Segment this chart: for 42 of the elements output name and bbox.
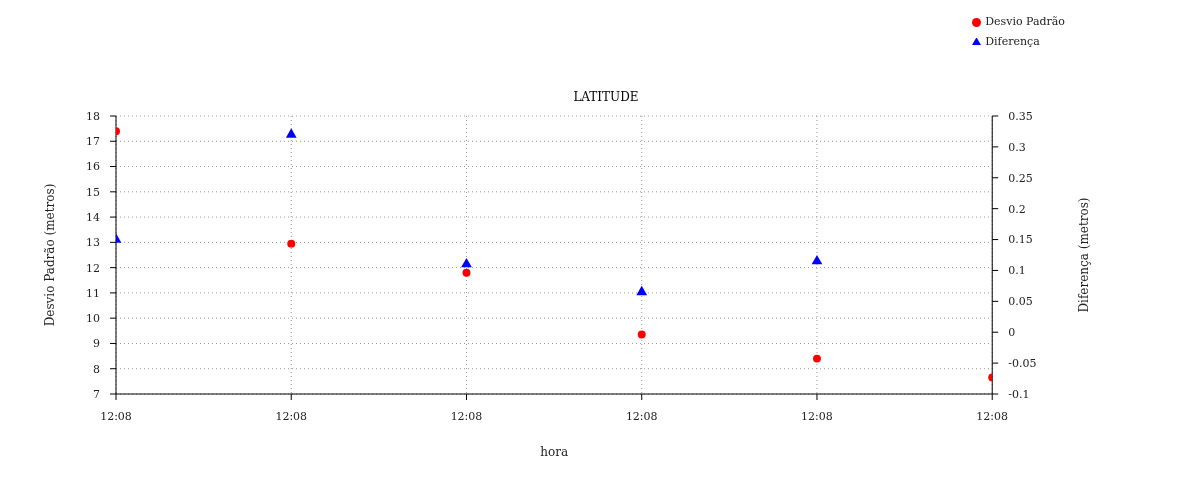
x-axis-title: hora [540,445,569,459]
y2-tick-label: 0.2 [1008,202,1026,216]
y2-tick-label: 0.35 [1008,109,1033,123]
y2-tick-label: -0.1 [1008,387,1030,401]
point [811,254,823,265]
x-tick-label: 12:08 [100,409,132,423]
y-tick-label: 15 [86,185,100,199]
y2-tick-label: 0.25 [1008,171,1033,185]
y-axis-title: Desvio Padrão (metros) [43,183,58,327]
point [462,268,471,277]
y-tick-label: 14 [86,211,100,224]
point [812,354,821,363]
x-tick-label: 12:08 [801,409,833,423]
point [285,128,297,138]
point [461,258,472,268]
y-tick-label: 11 [86,286,100,300]
y2-tick-label: 0.15 [1008,233,1033,247]
legend-label: Desvio Padrão [985,15,1065,28]
y-tick-label: 7 [93,387,100,401]
point [636,285,648,296]
point [637,330,646,339]
x-tick-label: 12:08 [625,409,658,423]
y-tick-label: 18 [86,109,100,123]
y2-tick-label: 0.05 [1008,295,1033,309]
y2-tick-label: 0 [1008,326,1016,340]
y-tick-label: 9 [93,337,100,351]
point [287,239,296,248]
x-tick-label: 12:08 [450,409,483,423]
y-tick-label: 12 [86,261,100,275]
y2-tick-label: 0.1 [1008,264,1026,278]
y-tick-label: 16 [86,160,100,174]
x-tick-label: 12:08 [275,409,308,423]
y-tick-label: 13 [86,236,100,250]
y-tick-label: 8 [93,362,100,376]
y-tick-label: 10 [86,312,100,326]
y2-axis-title: Diferença (metros) [1077,197,1092,313]
y-tick-label: 17 [86,135,100,149]
legend-label: Diferença [985,35,1040,48]
y2-tick-label: -0.05 [1008,357,1037,371]
y2-tick-label: 0.3 [1008,140,1026,154]
x-tick-label: 12:08 [976,409,1009,423]
chart-title: LATITUDE [572,90,640,104]
